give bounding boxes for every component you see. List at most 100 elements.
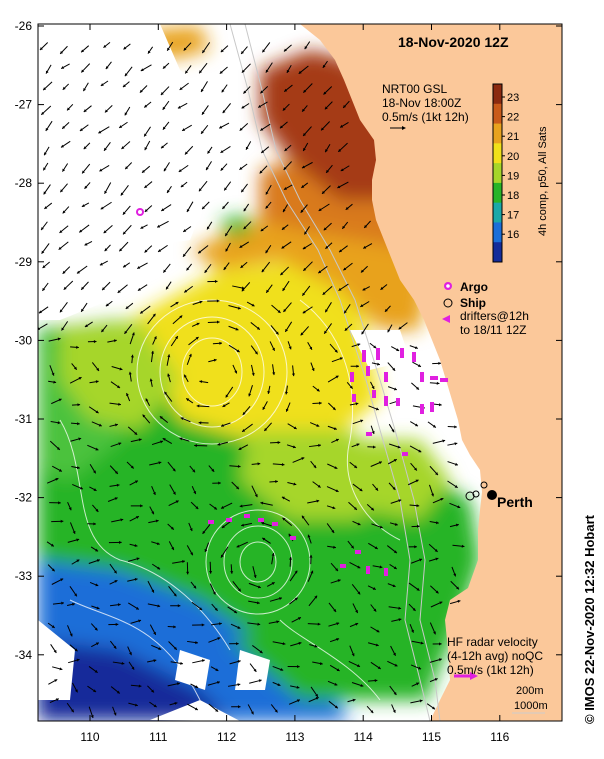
- current-arrow-head: [261, 269, 265, 273]
- x-tick-label: 116: [490, 730, 509, 744]
- current-arrow-head: [357, 664, 360, 667]
- current-arrow-head: [76, 658, 80, 662]
- current-arrow-head: [261, 150, 265, 153]
- current-arrow-head: [51, 625, 55, 628]
- current-arrow-head: [283, 209, 286, 213]
- current-arrow-head: [72, 530, 76, 534]
- current-arrow-head: [192, 469, 196, 473]
- current-arrow-head: [151, 689, 154, 693]
- current-arrow-head: [235, 486, 239, 490]
- current-arrow-head: [317, 484, 321, 488]
- current-arrow-head: [393, 387, 397, 391]
- current-arrow-head: [140, 310, 144, 314]
- current-arrow-head: [139, 89, 143, 93]
- current-arrow-head: [241, 69, 245, 73]
- current-arrow-head: [304, 231, 308, 235]
- current-arrow-head: [104, 147, 107, 151]
- current-arrow-head: [199, 70, 203, 74]
- x-tick-label: 110: [80, 730, 99, 744]
- current-arrow-head: [260, 501, 264, 505]
- current-arrow-head: [271, 582, 275, 585]
- current-arrow-head: [61, 327, 65, 331]
- contour-200m: 200m: [516, 685, 544, 697]
- current-arrow-head: [257, 462, 261, 466]
- current-arrow-head: [414, 467, 417, 471]
- colorbar-tick-label: 17: [507, 210, 519, 222]
- current-arrow-head: [96, 367, 100, 371]
- current-arrow-head: [190, 552, 193, 556]
- current-arrow-head: [319, 662, 323, 666]
- current-arrow-head: [375, 407, 379, 411]
- colorbar-swatch: [493, 202, 502, 223]
- bathymetry-contours: [229, 24, 441, 721]
- current-arrow-head: [280, 272, 284, 276]
- perth-marker: [487, 490, 497, 500]
- current-arrow-head: [138, 684, 142, 688]
- current-arrow-head: [302, 310, 306, 314]
- current-arrow-head: [194, 444, 197, 448]
- current-arrow-head: [43, 87, 47, 91]
- current-arrow-head: [236, 544, 240, 548]
- current-arrow-head: [61, 601, 64, 605]
- current-arrow-head: [213, 358, 217, 362]
- current-arrow-head: [241, 105, 245, 109]
- current-arrow-head: [182, 560, 185, 564]
- current-arrow-head: [323, 91, 327, 95]
- current-arrow-head: [38, 310, 42, 314]
- current-arrow-head: [289, 557, 293, 560]
- current-arrow-head: [259, 650, 263, 654]
- current-arrow-head: [283, 309, 287, 312]
- current-arrow-head: [149, 378, 153, 382]
- radar-line-2: (4-12h avg) noQC: [447, 649, 543, 663]
- current-arrow-head: [302, 165, 306, 169]
- current-arrow-head: [62, 125, 66, 129]
- current-arrow-head: [117, 385, 121, 388]
- current-arrow-head: [355, 622, 359, 626]
- current-arrow-head: [79, 486, 83, 490]
- current-arrow-head: [95, 548, 99, 552]
- current-arrow-head: [51, 372, 55, 376]
- colorbar-swatches: [493, 84, 502, 263]
- current-arrow-head: [300, 332, 304, 336]
- current-arrow-head: [275, 331, 279, 335]
- current-arrow-head: [265, 69, 269, 73]
- current-arrow-head: [438, 403, 442, 407]
- current-arrow-head: [134, 703, 138, 707]
- current-arrow-head: [122, 84, 126, 88]
- current-arrow-head: [321, 127, 324, 131]
- current-arrow-head: [180, 417, 184, 421]
- current-arrow-head: [95, 508, 99, 512]
- current-arrow-head: [438, 642, 442, 646]
- current-arrow-head: [159, 416, 163, 420]
- current-arrow-head: [380, 286, 384, 290]
- current-arrow-head: [342, 225, 346, 229]
- current-arrow-head: [309, 346, 313, 350]
- current-arrow-head: [206, 167, 209, 171]
- current-arrow-head: [272, 372, 276, 376]
- current-arrow-head: [93, 689, 97, 692]
- current-arrow-head: [456, 586, 459, 590]
- current-arrow-head: [262, 49, 266, 53]
- current-arrow-head: [217, 442, 221, 446]
- current-arrow-head: [124, 330, 128, 334]
- y-tick-label: -33: [15, 569, 33, 583]
- current-arrow-head: [296, 685, 300, 689]
- current-arrow-head: [297, 665, 300, 669]
- current-arrow-head: [392, 367, 396, 371]
- current-arrow-head: [142, 169, 145, 173]
- current-arrow-head: [122, 211, 126, 215]
- current-arrow-head: [219, 622, 222, 626]
- current-arrow-head: [262, 406, 266, 410]
- current-arrow-head: [119, 125, 123, 128]
- current-arrow-head: [322, 291, 326, 295]
- current-arrow-head: [282, 642, 286, 646]
- current-arrow-head: [60, 519, 64, 523]
- current-arrow-head: [393, 652, 396, 656]
- current-arrow-head: [436, 381, 440, 385]
- current-arrow-head: [225, 233, 228, 237]
- current-arrow-head: [434, 548, 438, 552]
- current-arrow-head: [59, 230, 63, 233]
- current-arrow-head: [176, 682, 180, 686]
- current-arrow-head: [274, 709, 278, 713]
- radar-line-1: HF radar velocity: [447, 635, 538, 649]
